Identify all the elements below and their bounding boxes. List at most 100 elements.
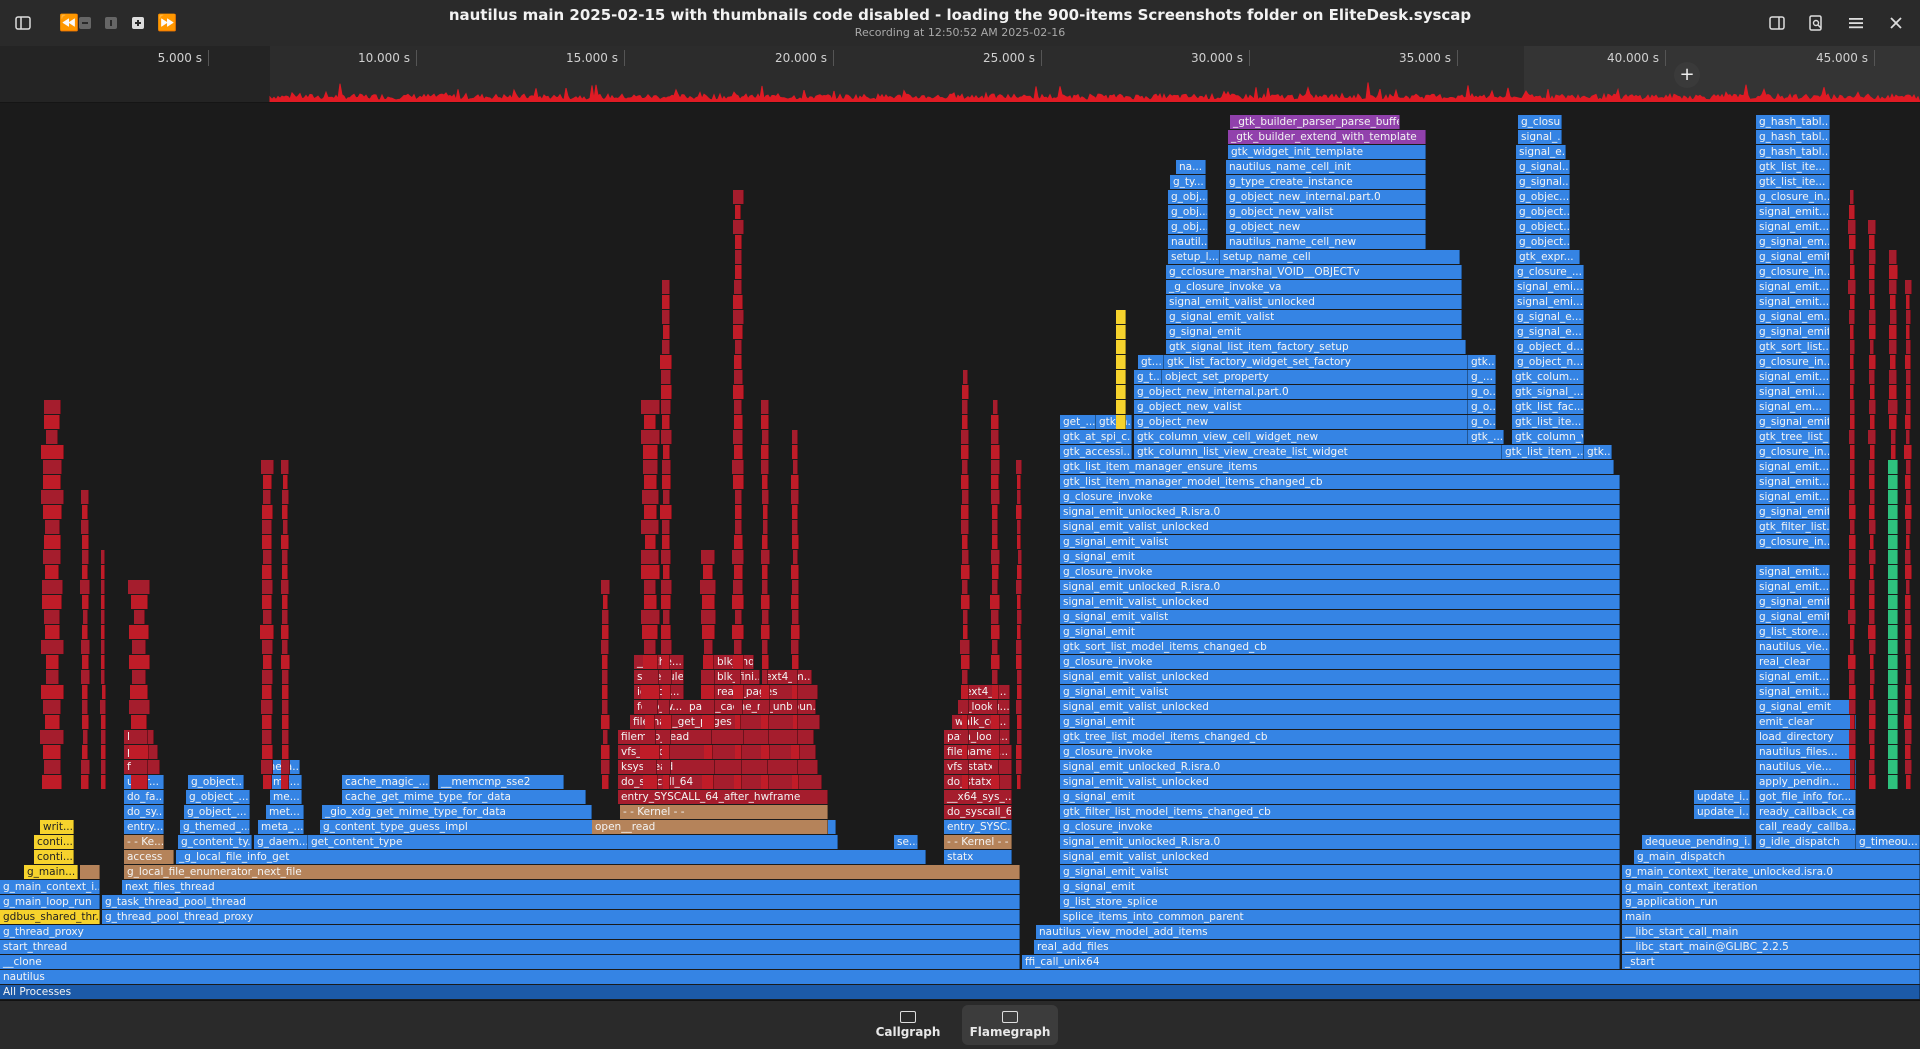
flame-frame[interactable] [262, 535, 272, 549]
flame-frame[interactable]: setup_name_cell [1220, 250, 1460, 264]
flame-frame[interactable] [643, 775, 658, 789]
flame-frame[interactable]: g_signal... [1516, 175, 1570, 189]
flame-frame[interactable] [1849, 235, 1856, 249]
flame-frame[interactable] [642, 670, 659, 684]
flame-frame[interactable] [101, 580, 105, 594]
flame-frame[interactable] [1849, 565, 1856, 579]
flame-frame[interactable] [641, 400, 660, 414]
flame-frame[interactable] [1888, 490, 1898, 504]
flame-frame[interactable] [645, 535, 656, 549]
flame-frame[interactable] [1869, 265, 1875, 279]
flame-frame[interactable] [1869, 250, 1876, 264]
flame-frame[interactable] [282, 715, 289, 729]
flame-frame[interactable]: gt... [1138, 355, 1164, 369]
flame-frame[interactable] [1889, 325, 1897, 339]
flame-frame[interactable]: gtk_column_list_view_create_list_widget [1134, 445, 1502, 459]
flame-frame[interactable]: signal_emit... [1756, 460, 1830, 474]
flame-frame[interactable] [1905, 475, 1911, 489]
flame-frame[interactable] [1017, 520, 1021, 534]
flame-frame[interactable]: signal_emi... [1514, 295, 1584, 309]
flame-frame[interactable]: signal_emit... [1756, 205, 1830, 219]
flame-frame[interactable]: get_... [1060, 415, 1096, 429]
flame-frame[interactable] [1849, 490, 1855, 504]
flame-frame[interactable] [1888, 475, 1898, 489]
flame-frame[interactable] [643, 445, 658, 459]
flame-frame[interactable]: g_ty... [1170, 175, 1206, 189]
flame-frame[interactable] [733, 190, 744, 204]
seek-forward-icon[interactable]: ⏩ [157, 13, 177, 32]
flame-frame[interactable] [962, 535, 968, 549]
flame-frame[interactable] [1904, 715, 1912, 729]
flame-frame[interactable] [1906, 580, 1910, 594]
flame-frame[interactable]: nautilus_files... [1756, 745, 1856, 759]
flame-frame[interactable] [762, 760, 768, 774]
flame-frame[interactable] [761, 745, 770, 759]
flame-frame[interactable]: signal_emit_valist_unlocked [1060, 775, 1620, 789]
flame-frame[interactable]: g_signal_emit [1756, 700, 1856, 714]
flame-frame[interactable] [962, 550, 969, 564]
flame-frame[interactable] [792, 655, 799, 669]
flame-frame[interactable] [761, 460, 769, 474]
flame-frame[interactable] [283, 520, 288, 534]
flame-frame[interactable]: g_application_run [1622, 895, 1920, 909]
flame-frame[interactable] [82, 595, 89, 609]
flame-frame[interactable] [1870, 340, 1874, 354]
flame-frame[interactable] [735, 745, 742, 759]
flame-frame[interactable] [1850, 295, 1855, 309]
flame-frame[interactable] [81, 520, 89, 534]
flame-frame[interactable] [662, 310, 670, 324]
flame-frame[interactable]: open__read [592, 820, 828, 834]
flame-frame[interactable] [1870, 670, 1875, 684]
flame-frame[interactable] [733, 295, 743, 309]
flame-frame[interactable]: g_daem... [254, 835, 308, 849]
flame-frame[interactable]: __libc_start_call_main [1622, 925, 1920, 939]
flame-frame[interactable]: g_object_d... [1514, 340, 1584, 354]
flame-frame[interactable] [260, 625, 274, 639]
flame-frame[interactable]: g_cclosure_marshal_VOID__OBJECTv [1166, 265, 1462, 279]
flame-frame[interactable]: g_signal_emit [1060, 550, 1620, 564]
flame-frame[interactable] [735, 610, 742, 624]
flame-frame[interactable] [1888, 775, 1898, 789]
flame-frame[interactable] [645, 715, 655, 729]
flame-frame[interactable] [662, 700, 670, 714]
flame-frame[interactable] [281, 460, 289, 474]
flame-frame[interactable]: - - Ke... [124, 835, 164, 849]
flame-frame[interactable] [1868, 430, 1876, 444]
flame-frame[interactable] [734, 775, 742, 789]
flame-frame[interactable]: - - Kernel - - [944, 835, 1012, 849]
flame-frame[interactable] [702, 715, 715, 729]
flame-frame[interactable]: gtk_expr... [1516, 250, 1580, 264]
flame-frame[interactable] [734, 565, 743, 579]
flame-frame[interactable] [735, 505, 742, 519]
flame-frame[interactable] [962, 385, 969, 399]
flame-frame[interactable] [1869, 775, 1876, 789]
flame-frame[interactable] [1906, 520, 1911, 534]
flame-frame[interactable] [1870, 445, 1875, 459]
flame-frame[interactable] [1849, 550, 1856, 564]
flame-frame[interactable] [1870, 385, 1875, 399]
flame-frame[interactable] [81, 670, 90, 684]
flame-frame[interactable] [734, 700, 743, 714]
flame-frame[interactable] [962, 670, 968, 684]
flame-frame[interactable]: next_files_thread [122, 880, 1020, 894]
flame-frame[interactable]: met... [266, 805, 304, 819]
flame-frame[interactable] [761, 775, 769, 789]
flame-frame[interactable] [661, 550, 671, 564]
flame-frame[interactable] [1888, 640, 1898, 654]
flame-frame[interactable]: got_file_info_for... [1756, 790, 1856, 804]
flame-frame[interactable] [40, 730, 64, 744]
flame-frame[interactable] [645, 730, 656, 744]
flame-frame[interactable] [734, 370, 743, 384]
sidebar-right-icon[interactable] [1764, 10, 1790, 36]
flame-frame[interactable] [735, 340, 742, 354]
flame-frame[interactable]: _g_closure_invoke_va [1166, 280, 1462, 294]
flame-frame[interactable] [1116, 325, 1126, 339]
flame-frame[interactable] [733, 580, 743, 594]
flame-frame[interactable] [663, 775, 670, 789]
sidebar-toggle-icon[interactable] [10, 10, 36, 36]
flame-frame[interactable] [1016, 700, 1022, 714]
flame-frame[interactable]: do_sy... [124, 805, 164, 819]
flame-frame[interactable] [732, 625, 744, 639]
flame-frame[interactable] [101, 565, 105, 579]
flame-frame[interactable] [46, 430, 58, 444]
